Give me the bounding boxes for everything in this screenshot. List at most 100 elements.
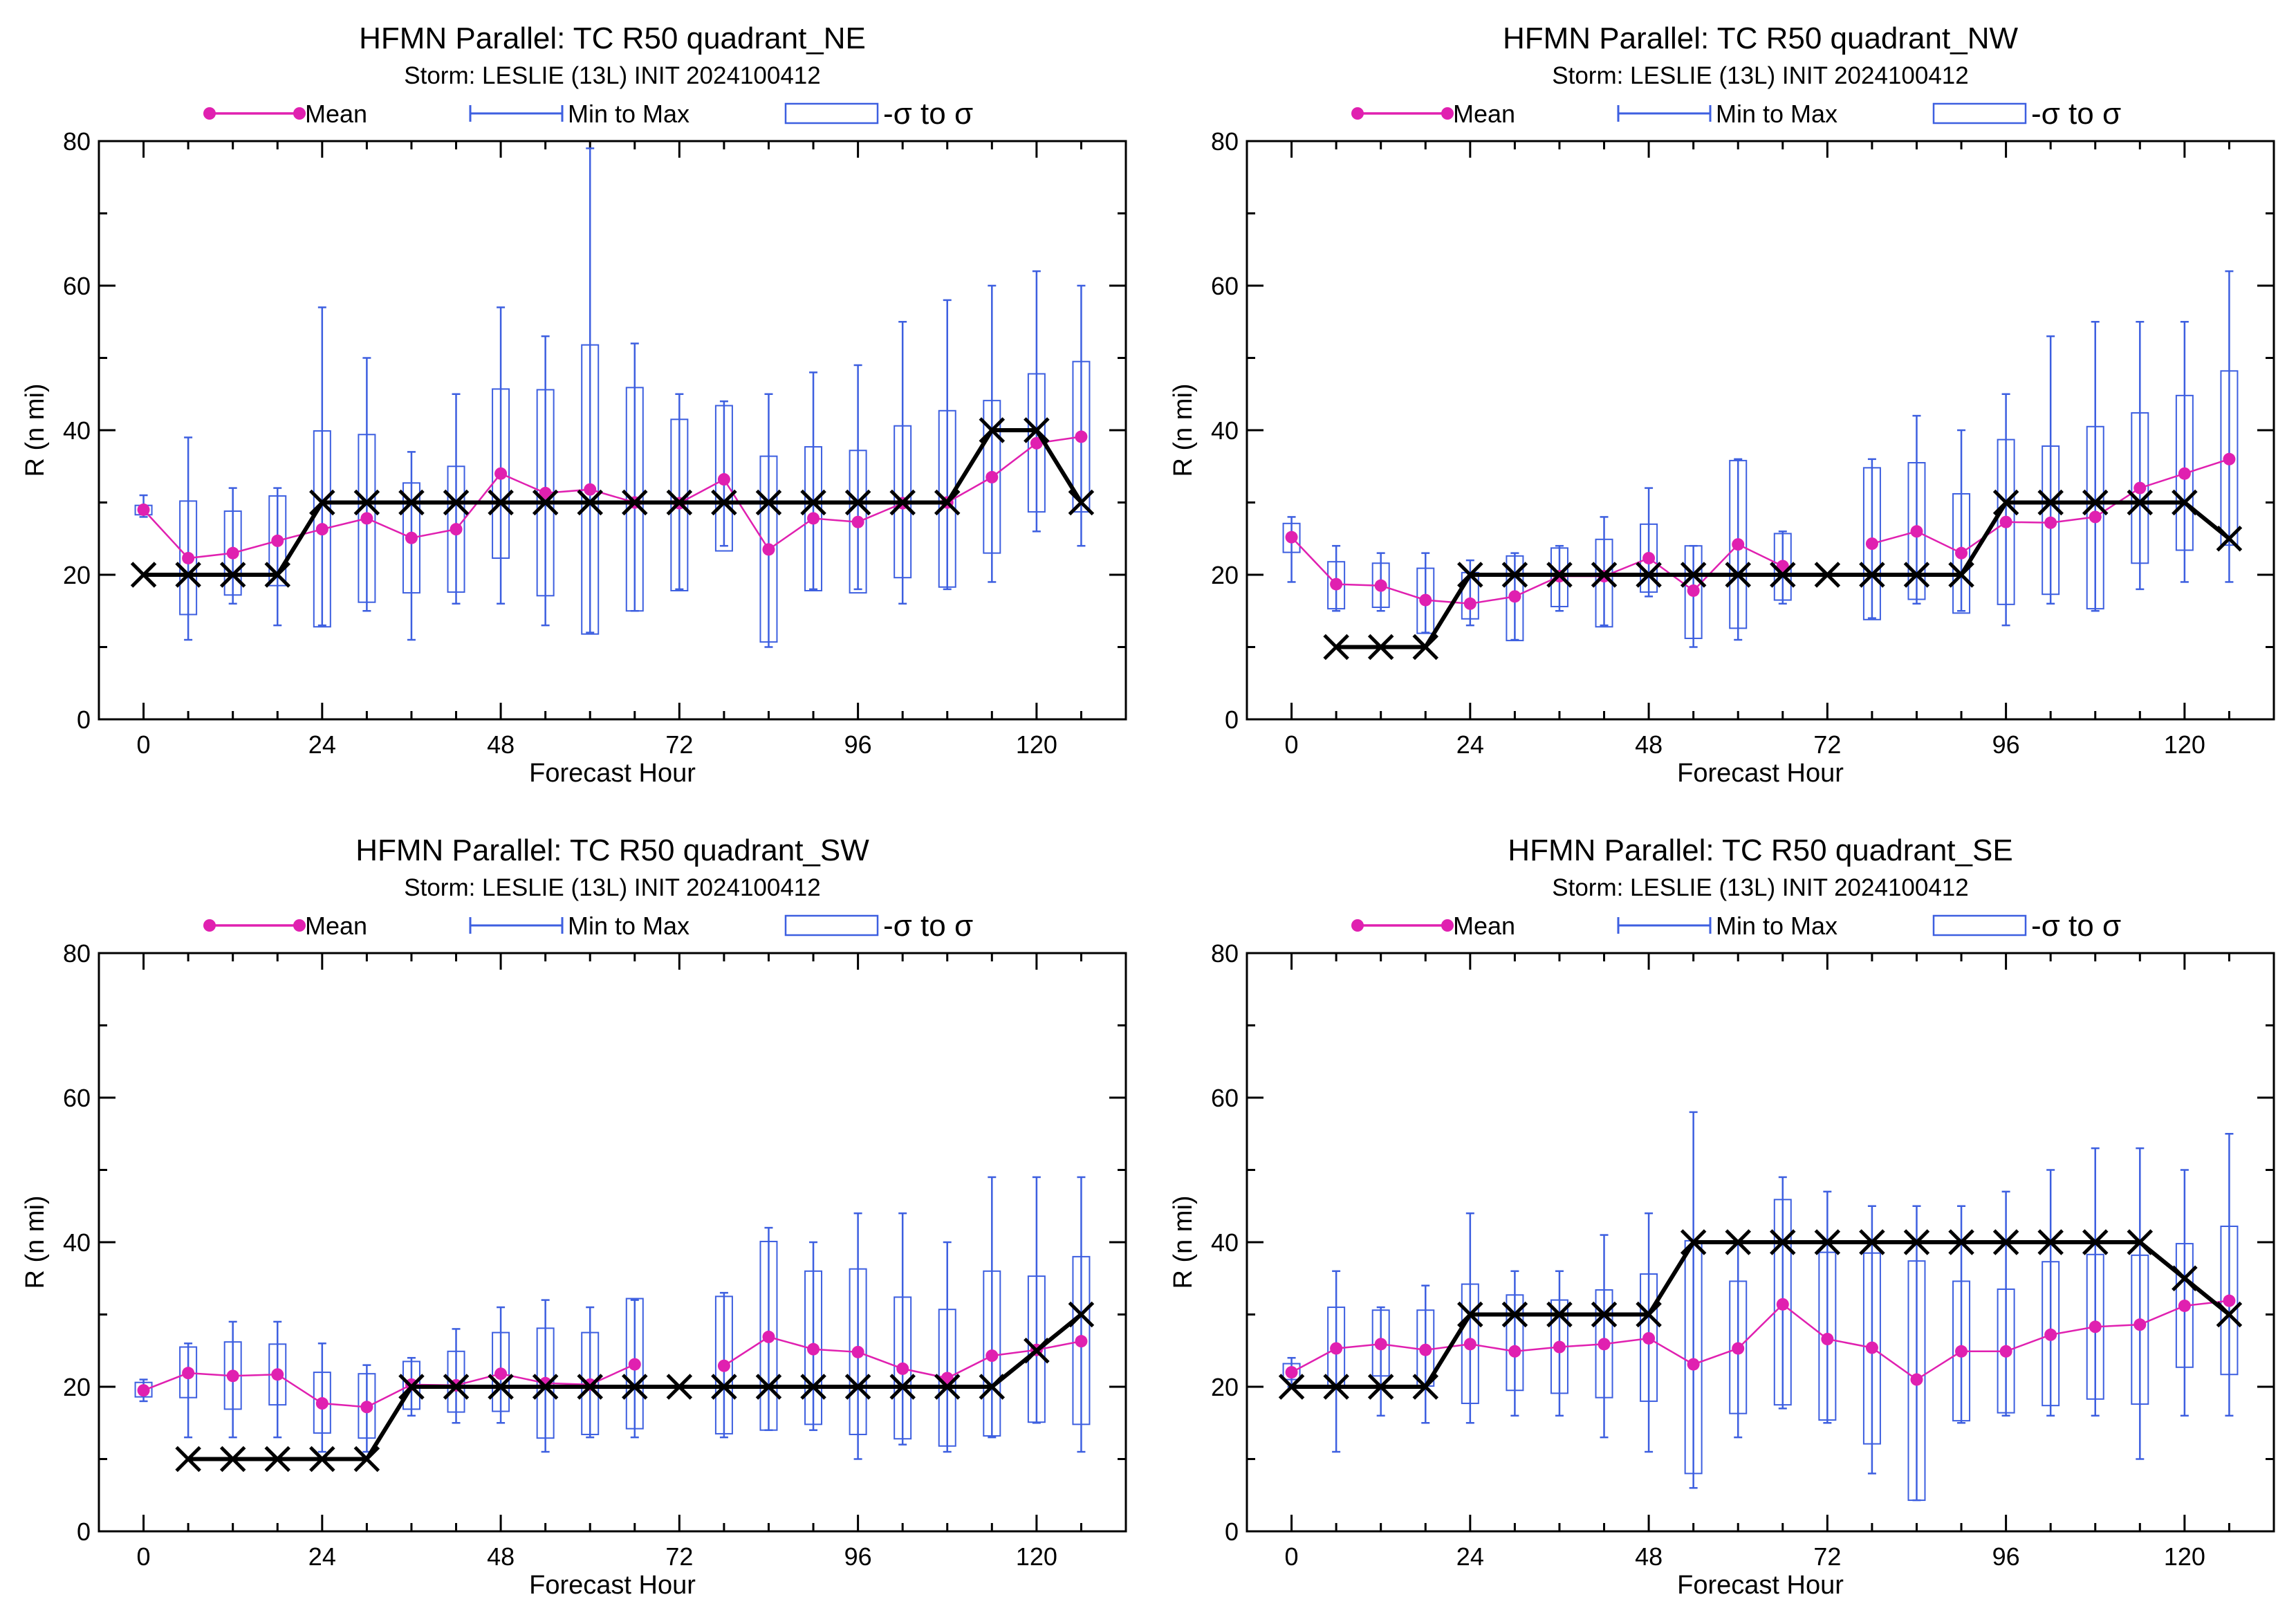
legend-mean-marker bbox=[203, 919, 216, 932]
sigma-box bbox=[1862, 467, 1881, 620]
y-tick-label: 40 bbox=[63, 1228, 91, 1257]
best-track-marker bbox=[1501, 562, 1528, 588]
mean-point bbox=[1075, 1335, 1088, 1348]
mean-point bbox=[1030, 436, 1043, 450]
best-track-marker bbox=[443, 1374, 470, 1400]
x-tick-label: 120 bbox=[1016, 730, 1057, 759]
sigma-box bbox=[134, 1381, 153, 1398]
chart-subtitle: Storm: LESLIE (13L) INIT 2024100412 bbox=[1552, 874, 1969, 901]
mean-point bbox=[360, 1401, 373, 1414]
x-tick-label: 0 bbox=[1285, 730, 1299, 759]
y-axis-label: R (n mi) bbox=[1169, 383, 1198, 477]
x-tick-label: 96 bbox=[844, 730, 872, 759]
chart-subtitle: Storm: LESLIE (13L) INIT 2024100412 bbox=[404, 62, 821, 89]
mean-point bbox=[1374, 1338, 1387, 1351]
mean-point bbox=[1776, 1298, 1789, 1311]
mean-point bbox=[1075, 430, 1088, 443]
chart-subtitle: Storm: LESLIE (13L) INIT 2024100412 bbox=[404, 874, 821, 901]
legend-sigma-box bbox=[784, 102, 879, 124]
sigma-box bbox=[894, 1296, 912, 1440]
sigma-box bbox=[983, 400, 1001, 554]
mean-point bbox=[717, 473, 730, 486]
x-axis-label: Forecast Hour bbox=[1677, 1571, 1844, 1600]
x-tick-label: 24 bbox=[1456, 730, 1484, 759]
sigma-box bbox=[670, 418, 689, 591]
best-track-marker bbox=[1814, 562, 1841, 588]
best-track-marker bbox=[1412, 1374, 1439, 1400]
sigma-box bbox=[1640, 523, 1658, 593]
mean-point bbox=[851, 515, 864, 528]
x-tick-label: 0 bbox=[137, 1542, 151, 1571]
mean-point bbox=[1732, 538, 1745, 551]
x-tick-label: 48 bbox=[1635, 730, 1663, 759]
mean-point bbox=[1687, 1358, 1700, 1371]
sigma-box bbox=[402, 482, 420, 594]
sigma-box bbox=[223, 510, 242, 596]
y-tick-label: 0 bbox=[77, 705, 91, 734]
best-track-marker bbox=[1546, 562, 1573, 588]
sigma-box bbox=[492, 388, 510, 559]
legend-mean-marker bbox=[293, 919, 306, 932]
best-track-marker bbox=[934, 489, 961, 516]
sigma-box bbox=[1684, 545, 1703, 639]
x-tick-label: 48 bbox=[487, 730, 515, 759]
mean-line bbox=[1290, 536, 1784, 605]
y-tick-label: 40 bbox=[1211, 416, 1239, 445]
best-track-marker bbox=[800, 489, 826, 516]
best-track-marker bbox=[1636, 1301, 1662, 1328]
legend-mean-marker bbox=[293, 107, 306, 120]
chart-subtitle: Storm: LESLIE (13L) INIT 2024100412 bbox=[1552, 62, 1969, 89]
legend-sigma-box bbox=[1932, 914, 2027, 936]
sigma-box bbox=[1027, 1275, 1046, 1423]
best-track-marker bbox=[1992, 1229, 2019, 1255]
best-track-marker bbox=[622, 489, 648, 516]
chart-title: HFMN Parallel: TC R50 quadrant_SW bbox=[355, 833, 869, 867]
best-track-marker bbox=[666, 489, 693, 516]
best-track-marker bbox=[353, 489, 380, 516]
best-track-marker bbox=[309, 489, 335, 516]
best-track-marker bbox=[711, 489, 737, 516]
best-track-line bbox=[1291, 1240, 2231, 1389]
mean-point bbox=[360, 512, 373, 525]
best-track-marker bbox=[1903, 562, 1930, 588]
y-tick-label: 0 bbox=[1225, 705, 1239, 734]
mean-point bbox=[851, 1345, 864, 1358]
y-tick-label: 60 bbox=[63, 1084, 91, 1112]
best-track-marker bbox=[1323, 1374, 1349, 1400]
best-track-marker bbox=[2127, 1229, 2154, 1255]
mean-point bbox=[1330, 578, 1343, 591]
mean-point bbox=[2223, 1294, 2236, 1307]
mean-point bbox=[1553, 1340, 1566, 1354]
best-track-marker bbox=[844, 1374, 871, 1400]
sigma-box bbox=[714, 405, 733, 552]
mean-point bbox=[762, 1330, 775, 1343]
mean-point bbox=[2044, 1328, 2057, 1341]
best-track-marker bbox=[979, 1374, 1006, 1400]
mean-point bbox=[1374, 579, 1387, 592]
mean-point bbox=[1687, 584, 1700, 597]
x-tick-label: 0 bbox=[1285, 1542, 1299, 1571]
best-track-marker bbox=[398, 489, 425, 516]
sigma-box bbox=[1862, 1252, 1881, 1445]
y-tick-label: 0 bbox=[1225, 1517, 1239, 1546]
x-tick-label: 48 bbox=[1635, 1542, 1663, 1571]
mean-point bbox=[1285, 530, 1298, 544]
best-track-marker bbox=[755, 1374, 782, 1400]
best-track-marker bbox=[934, 1374, 961, 1400]
sigma-box bbox=[1371, 1309, 1390, 1377]
plot-frame bbox=[98, 952, 1127, 1533]
mean-point bbox=[1955, 546, 1968, 560]
mean-point bbox=[182, 1367, 195, 1380]
sigma-box bbox=[1282, 1363, 1301, 1381]
best-track-marker bbox=[1636, 562, 1662, 588]
mean-point bbox=[628, 1358, 641, 1371]
x-tick-label: 120 bbox=[1016, 1542, 1057, 1571]
legend-mean-label: Mean bbox=[1453, 912, 1515, 940]
mean-point bbox=[2223, 452, 2236, 465]
legend-mean-marker bbox=[1351, 919, 1364, 932]
legend-mean-label: Mean bbox=[305, 100, 367, 128]
best-track-marker bbox=[175, 562, 201, 588]
best-track-marker bbox=[577, 489, 603, 516]
best-track-marker bbox=[889, 1374, 916, 1400]
best-track-marker bbox=[1948, 562, 1974, 588]
